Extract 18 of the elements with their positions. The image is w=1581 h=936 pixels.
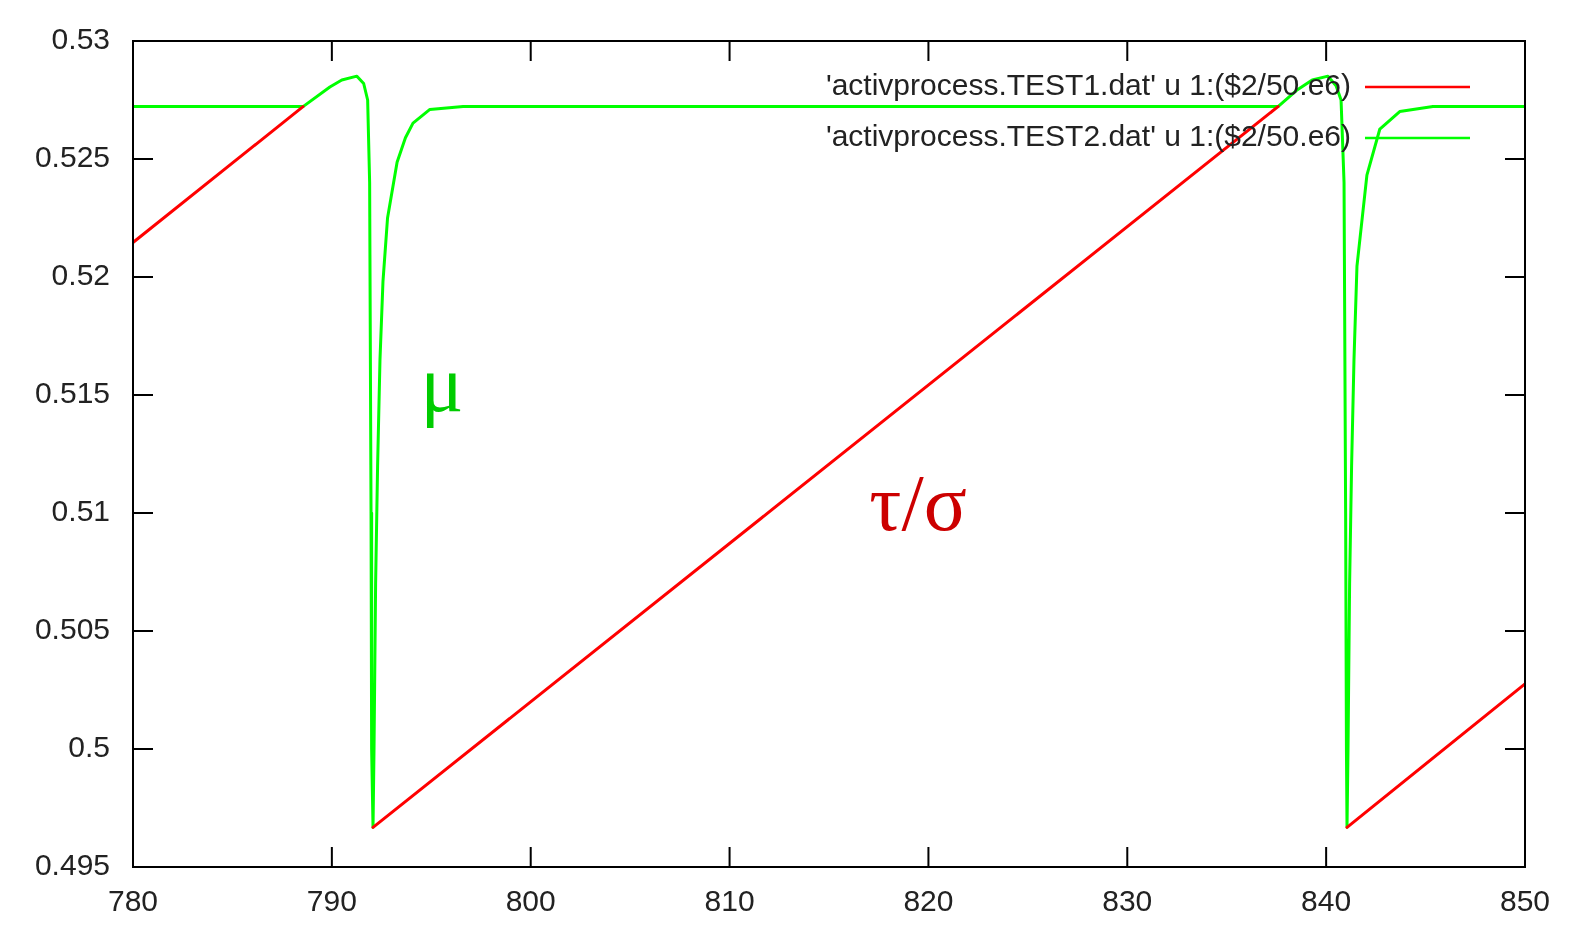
x-tick-label: 780 <box>107 884 159 918</box>
y-tick-label: 0.525 <box>34 140 110 174</box>
y-tick-label: 0.515 <box>34 376 110 410</box>
y-tick-label: 0.505 <box>34 612 110 646</box>
x-tick-label: 840 <box>1301 884 1352 918</box>
x-tick-label: 850 <box>1499 884 1551 918</box>
x-tick-label: 800 <box>505 884 556 918</box>
x-tick-label: 820 <box>903 884 954 918</box>
x-tick-label: 830 <box>1102 884 1153 918</box>
x-tick-label: 790 <box>306 884 357 918</box>
y-tick-label: 0.5 <box>68 730 110 764</box>
y-tick-label: 0.53 <box>51 22 110 56</box>
x-tick-label: 810 <box>704 884 755 918</box>
annotation: τ/σ <box>869 459 967 548</box>
annotation: μ <box>420 340 464 429</box>
y-tick-label: 0.52 <box>51 258 110 292</box>
y-tick-label: 0.495 <box>34 848 110 882</box>
y-tick-label: 0.51 <box>51 494 110 528</box>
